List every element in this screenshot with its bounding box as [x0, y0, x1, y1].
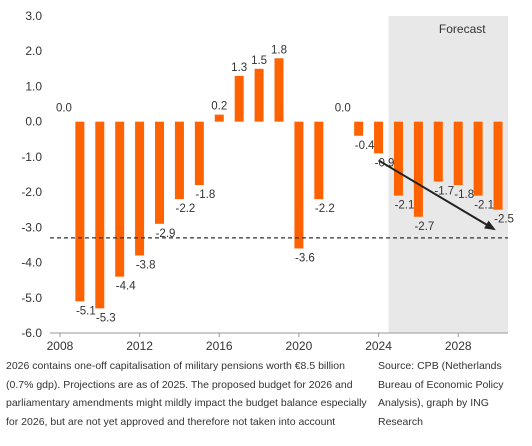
bar: [294, 121, 304, 249]
x-ticks: 2008 2012 2016 2020 2024 2028: [47, 333, 472, 350]
data-label: -0.9: [375, 157, 395, 169]
y-tick-label: 0.0: [25, 115, 42, 129]
data-label: -2.2: [315, 203, 335, 215]
bar: [473, 121, 483, 196]
data-label: 1.8: [271, 44, 287, 56]
data-label: 1.5: [251, 55, 267, 67]
y-axis: 3.0 2.0 1.0 0.0 -1.0 -2.0 -3.0 -4.0 -5.0 -6.0: [21, 9, 42, 340]
data-label: -2.1: [474, 200, 494, 212]
chart-note: 2026 contains one-off capitalisation of …: [6, 360, 367, 428]
bar: [135, 121, 145, 256]
data-label: -5.3: [96, 312, 116, 324]
data-label: -1.8: [195, 189, 215, 201]
data-label: -2.2: [176, 203, 196, 215]
y-tick-label: -4.0: [21, 256, 42, 270]
y-tick-label: -5.0: [21, 291, 42, 305]
data-label: -0.4: [355, 140, 375, 152]
data-label: -1.7: [434, 186, 454, 198]
bar: [493, 121, 503, 210]
data-label: -1.8: [454, 189, 474, 201]
x-tick-label: 2024: [365, 339, 392, 350]
trend-arrow: [378, 159, 496, 231]
data-label: -3.8: [136, 260, 156, 272]
bar: [214, 114, 224, 122]
data-label: -2.7: [414, 221, 434, 233]
y-tick-label: -1.0: [21, 150, 42, 164]
data-label: -3.6: [295, 252, 315, 264]
x-tick-label: 2012: [126, 339, 153, 350]
bar: [155, 121, 165, 224]
data-label: -2.5: [494, 214, 514, 226]
data-label: -2.9: [156, 228, 176, 240]
bar: [254, 68, 264, 122]
x-tick-label: 2028: [445, 339, 472, 350]
bar: [453, 121, 463, 186]
bar-series: [75, 58, 503, 309]
bar: [274, 58, 284, 122]
data-label: 0.2: [211, 101, 227, 113]
data-label: -2.1: [395, 200, 415, 212]
x-tick-label: 2020: [286, 339, 313, 350]
x-tick-label: 2008: [47, 339, 74, 350]
data-label: -5.1: [76, 305, 96, 317]
bar: [75, 121, 85, 302]
y-tick-label: 1.0: [25, 79, 42, 93]
bar: [234, 75, 244, 122]
data-label: 0.0: [56, 103, 72, 115]
bar: [413, 121, 423, 217]
forecast-shading: [388, 16, 508, 333]
forecast-label: Forecast: [439, 22, 486, 36]
data-label: 0.0: [335, 103, 351, 115]
bar: [194, 121, 204, 186]
trend-arrow-head: [484, 220, 496, 231]
budget-balance-chart: Forecast 3.0 2.0 1.0 0.0 -1.0 -2.0 -3.0 -4.0 -5.…: [21, 9, 514, 350]
bar: [433, 121, 443, 182]
bar: [374, 121, 384, 154]
y-tick-label: -2.0: [21, 185, 42, 199]
y-tick-label: 2.0: [25, 44, 42, 58]
data-label: -4.4: [116, 281, 136, 293]
chart-source: Source: CPB (Netherlands Bureau of Econo…: [378, 360, 504, 428]
y-tick-label: 3.0: [25, 9, 42, 23]
bar: [174, 121, 184, 200]
x-tick-label: 2016: [206, 339, 233, 350]
data-label: 1.3: [231, 62, 247, 74]
data-labels: 0.0 -5.1-5.3 -4.4-3.8 -2.9 -2.2 -1.8 0.2 1.3 1.5…: [56, 44, 514, 324]
bar: [115, 121, 125, 277]
bar: [95, 121, 105, 309]
y-tick-label: -6.0: [21, 326, 42, 340]
y-tick-label: -3.0: [21, 220, 42, 234]
bar: [314, 121, 324, 200]
bar: [354, 121, 364, 136]
bar: [393, 121, 403, 196]
trend-arrow-shaft: [378, 159, 495, 230]
